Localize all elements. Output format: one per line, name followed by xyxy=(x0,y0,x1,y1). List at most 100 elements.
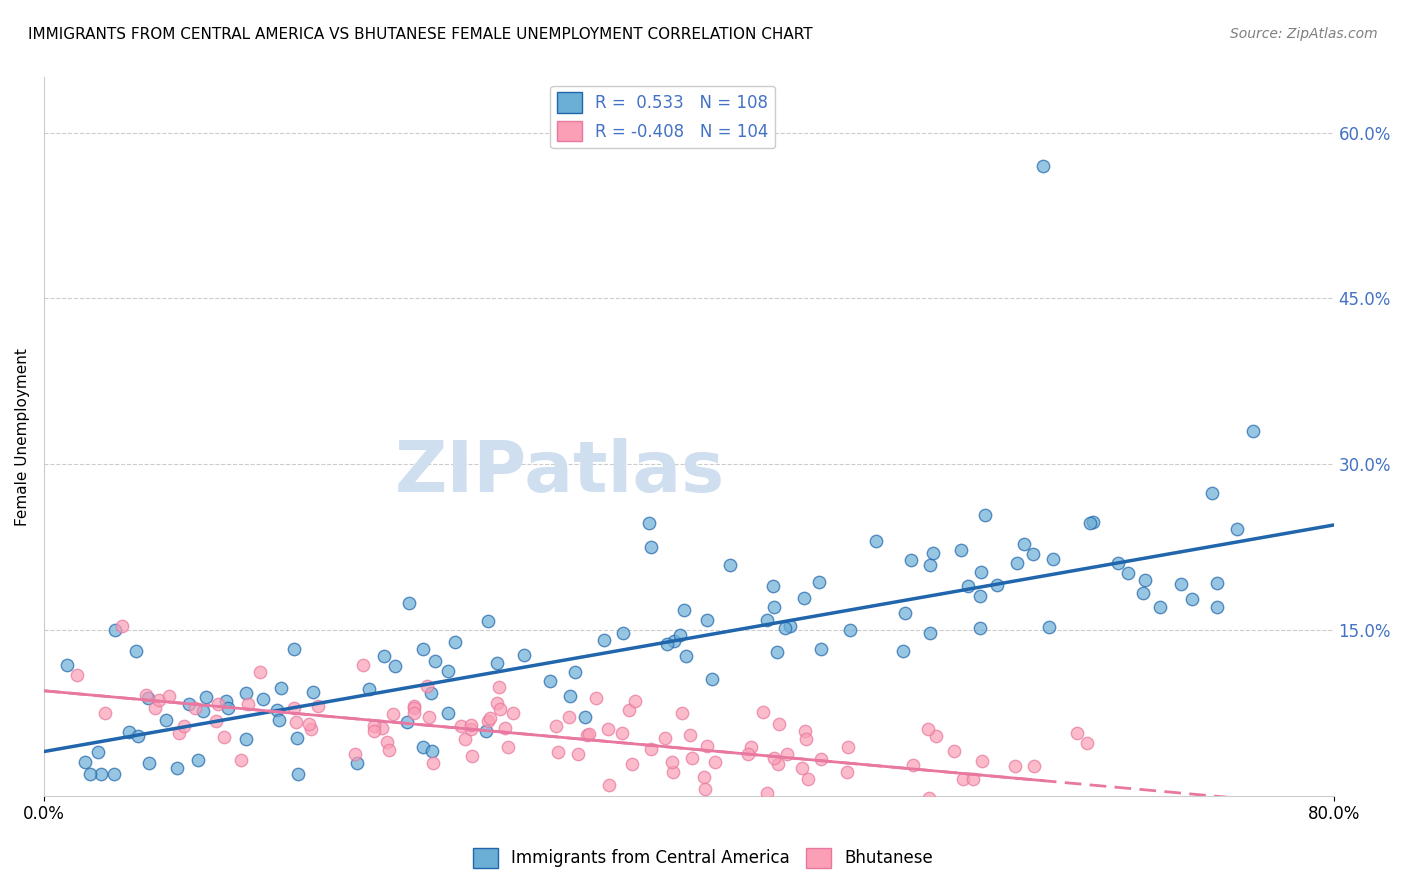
Point xyxy=(755,786,778,800)
Point xyxy=(718,558,741,573)
Point xyxy=(79,766,101,780)
Point xyxy=(418,709,440,723)
Point xyxy=(404,699,426,714)
Point xyxy=(623,694,645,708)
Point xyxy=(766,756,789,771)
Point xyxy=(402,701,425,715)
Point xyxy=(745,799,768,814)
Point xyxy=(835,765,858,780)
Point xyxy=(796,772,818,786)
Point xyxy=(986,578,1008,592)
Point xyxy=(661,755,683,769)
Point xyxy=(900,553,922,567)
Point xyxy=(173,719,195,733)
Point xyxy=(558,710,581,724)
Point xyxy=(488,680,510,694)
Point xyxy=(287,766,309,780)
Text: Source: ZipAtlas.com: Source: ZipAtlas.com xyxy=(1230,27,1378,41)
Point xyxy=(384,658,406,673)
Point xyxy=(1133,574,1156,588)
Point xyxy=(970,565,993,579)
Point xyxy=(207,697,229,711)
Point xyxy=(973,508,995,523)
Point xyxy=(1206,600,1229,615)
Point xyxy=(538,674,561,689)
Point xyxy=(66,668,89,682)
Point xyxy=(474,724,496,739)
Point xyxy=(494,722,516,736)
Point xyxy=(703,756,725,770)
Point xyxy=(621,756,644,771)
Point xyxy=(86,745,108,759)
Text: IMMIGRANTS FROM CENTRAL AMERICA VS BHUTANESE FEMALE UNEMPLOYMENT CORRELATION CHA: IMMIGRANTS FROM CENTRAL AMERICA VS BHUTA… xyxy=(28,27,813,42)
Point xyxy=(299,723,322,737)
Point xyxy=(420,744,443,758)
Point xyxy=(1022,547,1045,561)
Y-axis label: Female Unemployment: Female Unemployment xyxy=(15,348,30,525)
Point xyxy=(307,699,329,714)
Point xyxy=(90,766,112,780)
Point xyxy=(229,753,252,767)
Legend: Immigrants from Central America, Bhutanese: Immigrants from Central America, Bhutane… xyxy=(465,841,941,875)
Point xyxy=(118,725,141,739)
Point xyxy=(922,545,945,559)
Point xyxy=(920,625,942,640)
Point xyxy=(135,688,157,702)
Point xyxy=(1014,536,1036,550)
Point xyxy=(752,705,775,719)
Point xyxy=(302,685,325,699)
Point xyxy=(1149,600,1171,615)
Point xyxy=(1032,159,1054,173)
Point xyxy=(110,619,132,633)
Point xyxy=(1083,515,1105,529)
Point xyxy=(956,579,979,593)
Point xyxy=(768,717,790,731)
Point xyxy=(285,731,308,745)
Point xyxy=(1181,591,1204,606)
Point xyxy=(839,623,862,637)
Point xyxy=(1170,576,1192,591)
Point xyxy=(363,724,385,739)
Point xyxy=(212,730,235,744)
Point xyxy=(779,618,801,632)
Point xyxy=(574,710,596,724)
Point xyxy=(679,727,702,741)
Point xyxy=(585,691,607,706)
Point xyxy=(755,613,778,627)
Point xyxy=(378,743,401,757)
Point xyxy=(810,642,832,657)
Point xyxy=(918,558,941,572)
Point xyxy=(177,698,200,712)
Point xyxy=(612,726,634,740)
Point xyxy=(1241,424,1264,438)
Point xyxy=(1078,516,1101,530)
Point xyxy=(352,658,374,673)
Point xyxy=(762,811,785,825)
Point xyxy=(485,696,508,710)
Point xyxy=(423,654,446,668)
Point xyxy=(382,707,405,722)
Point xyxy=(702,673,724,687)
Point xyxy=(249,665,271,679)
Point xyxy=(669,628,692,642)
Point xyxy=(654,731,676,746)
Point xyxy=(801,806,824,821)
Point xyxy=(377,735,399,749)
Point xyxy=(416,679,439,693)
Point xyxy=(547,745,569,759)
Point xyxy=(143,701,166,715)
Point xyxy=(460,748,482,763)
Point xyxy=(952,772,974,787)
Point xyxy=(969,621,991,635)
Point xyxy=(1116,566,1139,580)
Point xyxy=(422,756,444,771)
Point xyxy=(796,732,818,747)
Point xyxy=(104,623,127,637)
Point xyxy=(962,772,984,786)
Point xyxy=(700,799,723,814)
Point xyxy=(166,761,188,775)
Point xyxy=(612,626,634,640)
Point xyxy=(371,722,394,736)
Point xyxy=(396,715,419,730)
Point xyxy=(792,761,814,775)
